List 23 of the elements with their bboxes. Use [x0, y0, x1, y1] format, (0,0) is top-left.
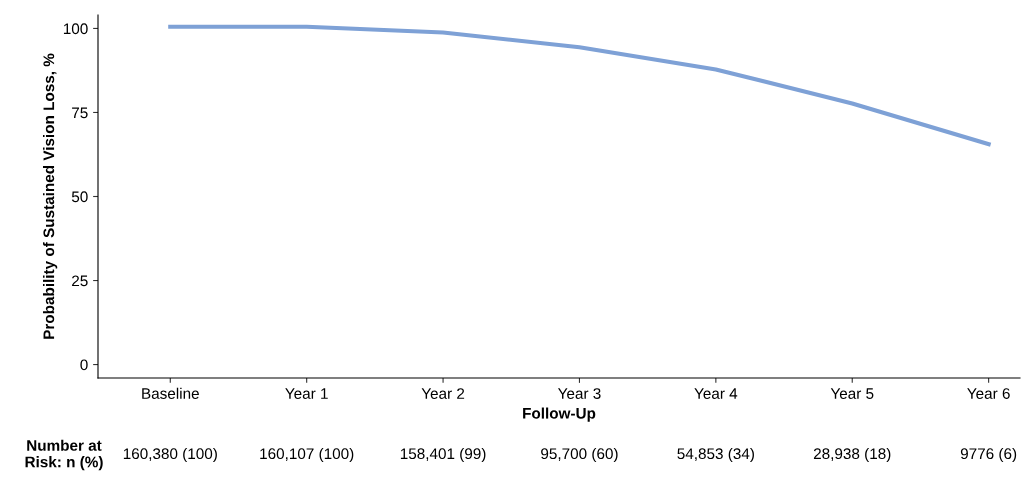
x-tick-label: Year 3 — [557, 388, 601, 399]
text: 158,401 (99) — [400, 447, 486, 463]
x-tick-label: Year 6 — [967, 388, 1010, 399]
y-tick-label: 25 — [72, 275, 88, 287]
x-tick-label: Year 4 — [694, 388, 738, 399]
text: 9776 (6) — [960, 447, 1017, 463]
y-tick-label: 50 — [71, 191, 88, 203]
text: 95,700 (60) — [541, 447, 618, 463]
x-tick-label: Year 2 — [421, 388, 465, 399]
y-tick-label: 100 — [63, 23, 88, 35]
text: 28,938 (18) — [813, 447, 891, 463]
text: 160,380 (100) — [123, 447, 217, 463]
x-tick-label: Year 5 — [830, 388, 874, 399]
y-tick-label: 75 — [72, 107, 88, 119]
text: 54,853 (34) — [677, 447, 754, 463]
y-tick-label: 0 — [80, 359, 88, 371]
line-series — [168, 24, 991, 147]
x-axis-title: Follow-Up — [523, 407, 596, 422]
x-tick-label: Baseline — [142, 387, 199, 399]
x-tick-label: Year 1 — [285, 388, 328, 399]
y-axis-title: Probability of Sustained Vision Loss, % — [42, 53, 58, 339]
text: Number at Risk: n (%) — [25, 439, 103, 471]
text: 160,107 (100) — [260, 447, 354, 463]
